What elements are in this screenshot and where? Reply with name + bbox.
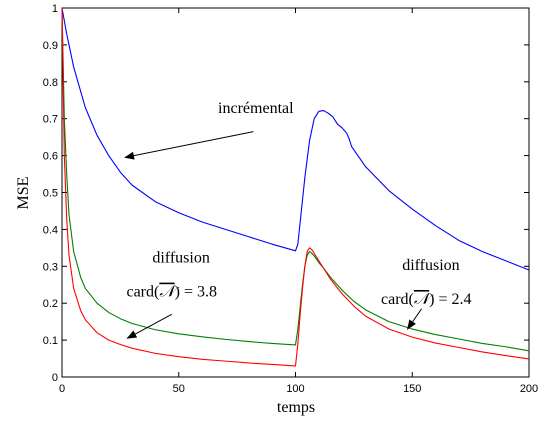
x-axis-ticks: 0 50 100 150 200 bbox=[59, 8, 538, 395]
y-axis-title: MSE bbox=[15, 177, 32, 210]
annotation-diffusion-left: diffusion bbox=[152, 250, 209, 267]
series-line-2 bbox=[61, 7, 530, 367]
card-left-n: 𝒩 bbox=[159, 284, 179, 301]
y-tick-label: 0.2 bbox=[43, 298, 58, 310]
y-tick-label: 0.8 bbox=[43, 77, 58, 89]
x-axis-title: temps bbox=[277, 399, 315, 416]
annotation-arrows bbox=[124, 131, 423, 339]
arrow-diffusion-right bbox=[407, 308, 423, 330]
arrow-incremental bbox=[124, 131, 254, 160]
y-tick-label: 1 bbox=[52, 3, 58, 15]
annotation-card-right: card(𝒩) = 2.4 bbox=[381, 291, 472, 308]
y-tick-label: 0.4 bbox=[43, 224, 58, 236]
x-tick-label: 200 bbox=[520, 383, 538, 395]
card-left-suffix: ) = 3.8 bbox=[175, 284, 217, 301]
card-right-suffix: ) = 2.4 bbox=[429, 291, 471, 308]
y-tick-label: 0.7 bbox=[43, 114, 58, 126]
series-line-0 bbox=[61, 7, 530, 271]
card-right-prefix: card( bbox=[381, 291, 414, 308]
x-tick-label: 50 bbox=[173, 383, 185, 395]
series-line-1 bbox=[61, 7, 530, 352]
y-tick-label: 0 bbox=[52, 372, 58, 384]
annotation-diffusion-right: diffusion bbox=[402, 257, 459, 274]
y-tick-label: 0.1 bbox=[43, 335, 58, 347]
x-tick-label: 150 bbox=[403, 383, 421, 395]
annotation-incremental: incrémental bbox=[218, 100, 294, 117]
x-tick-label: 0 bbox=[59, 383, 65, 395]
annotation-card-left: card(𝒩) = 3.8 bbox=[126, 284, 217, 301]
x-tick-label: 100 bbox=[286, 383, 304, 395]
y-axis-ticks: 0 0.1 0.2 0.3 0.4 0.5 0.6 0.7 0.8 0.9 1 bbox=[43, 3, 529, 384]
y-tick-label: 0.5 bbox=[43, 188, 58, 200]
y-tick-label: 0.6 bbox=[43, 151, 58, 163]
y-tick-label: 0.9 bbox=[43, 40, 58, 52]
plot-frame bbox=[61, 7, 530, 378]
card-right-n: 𝒩 bbox=[414, 291, 434, 308]
card-left-prefix: card( bbox=[126, 284, 159, 301]
y-tick-label: 0.3 bbox=[43, 261, 58, 273]
arrow-diffusion-left bbox=[126, 313, 172, 339]
series-lines bbox=[61, 7, 530, 367]
